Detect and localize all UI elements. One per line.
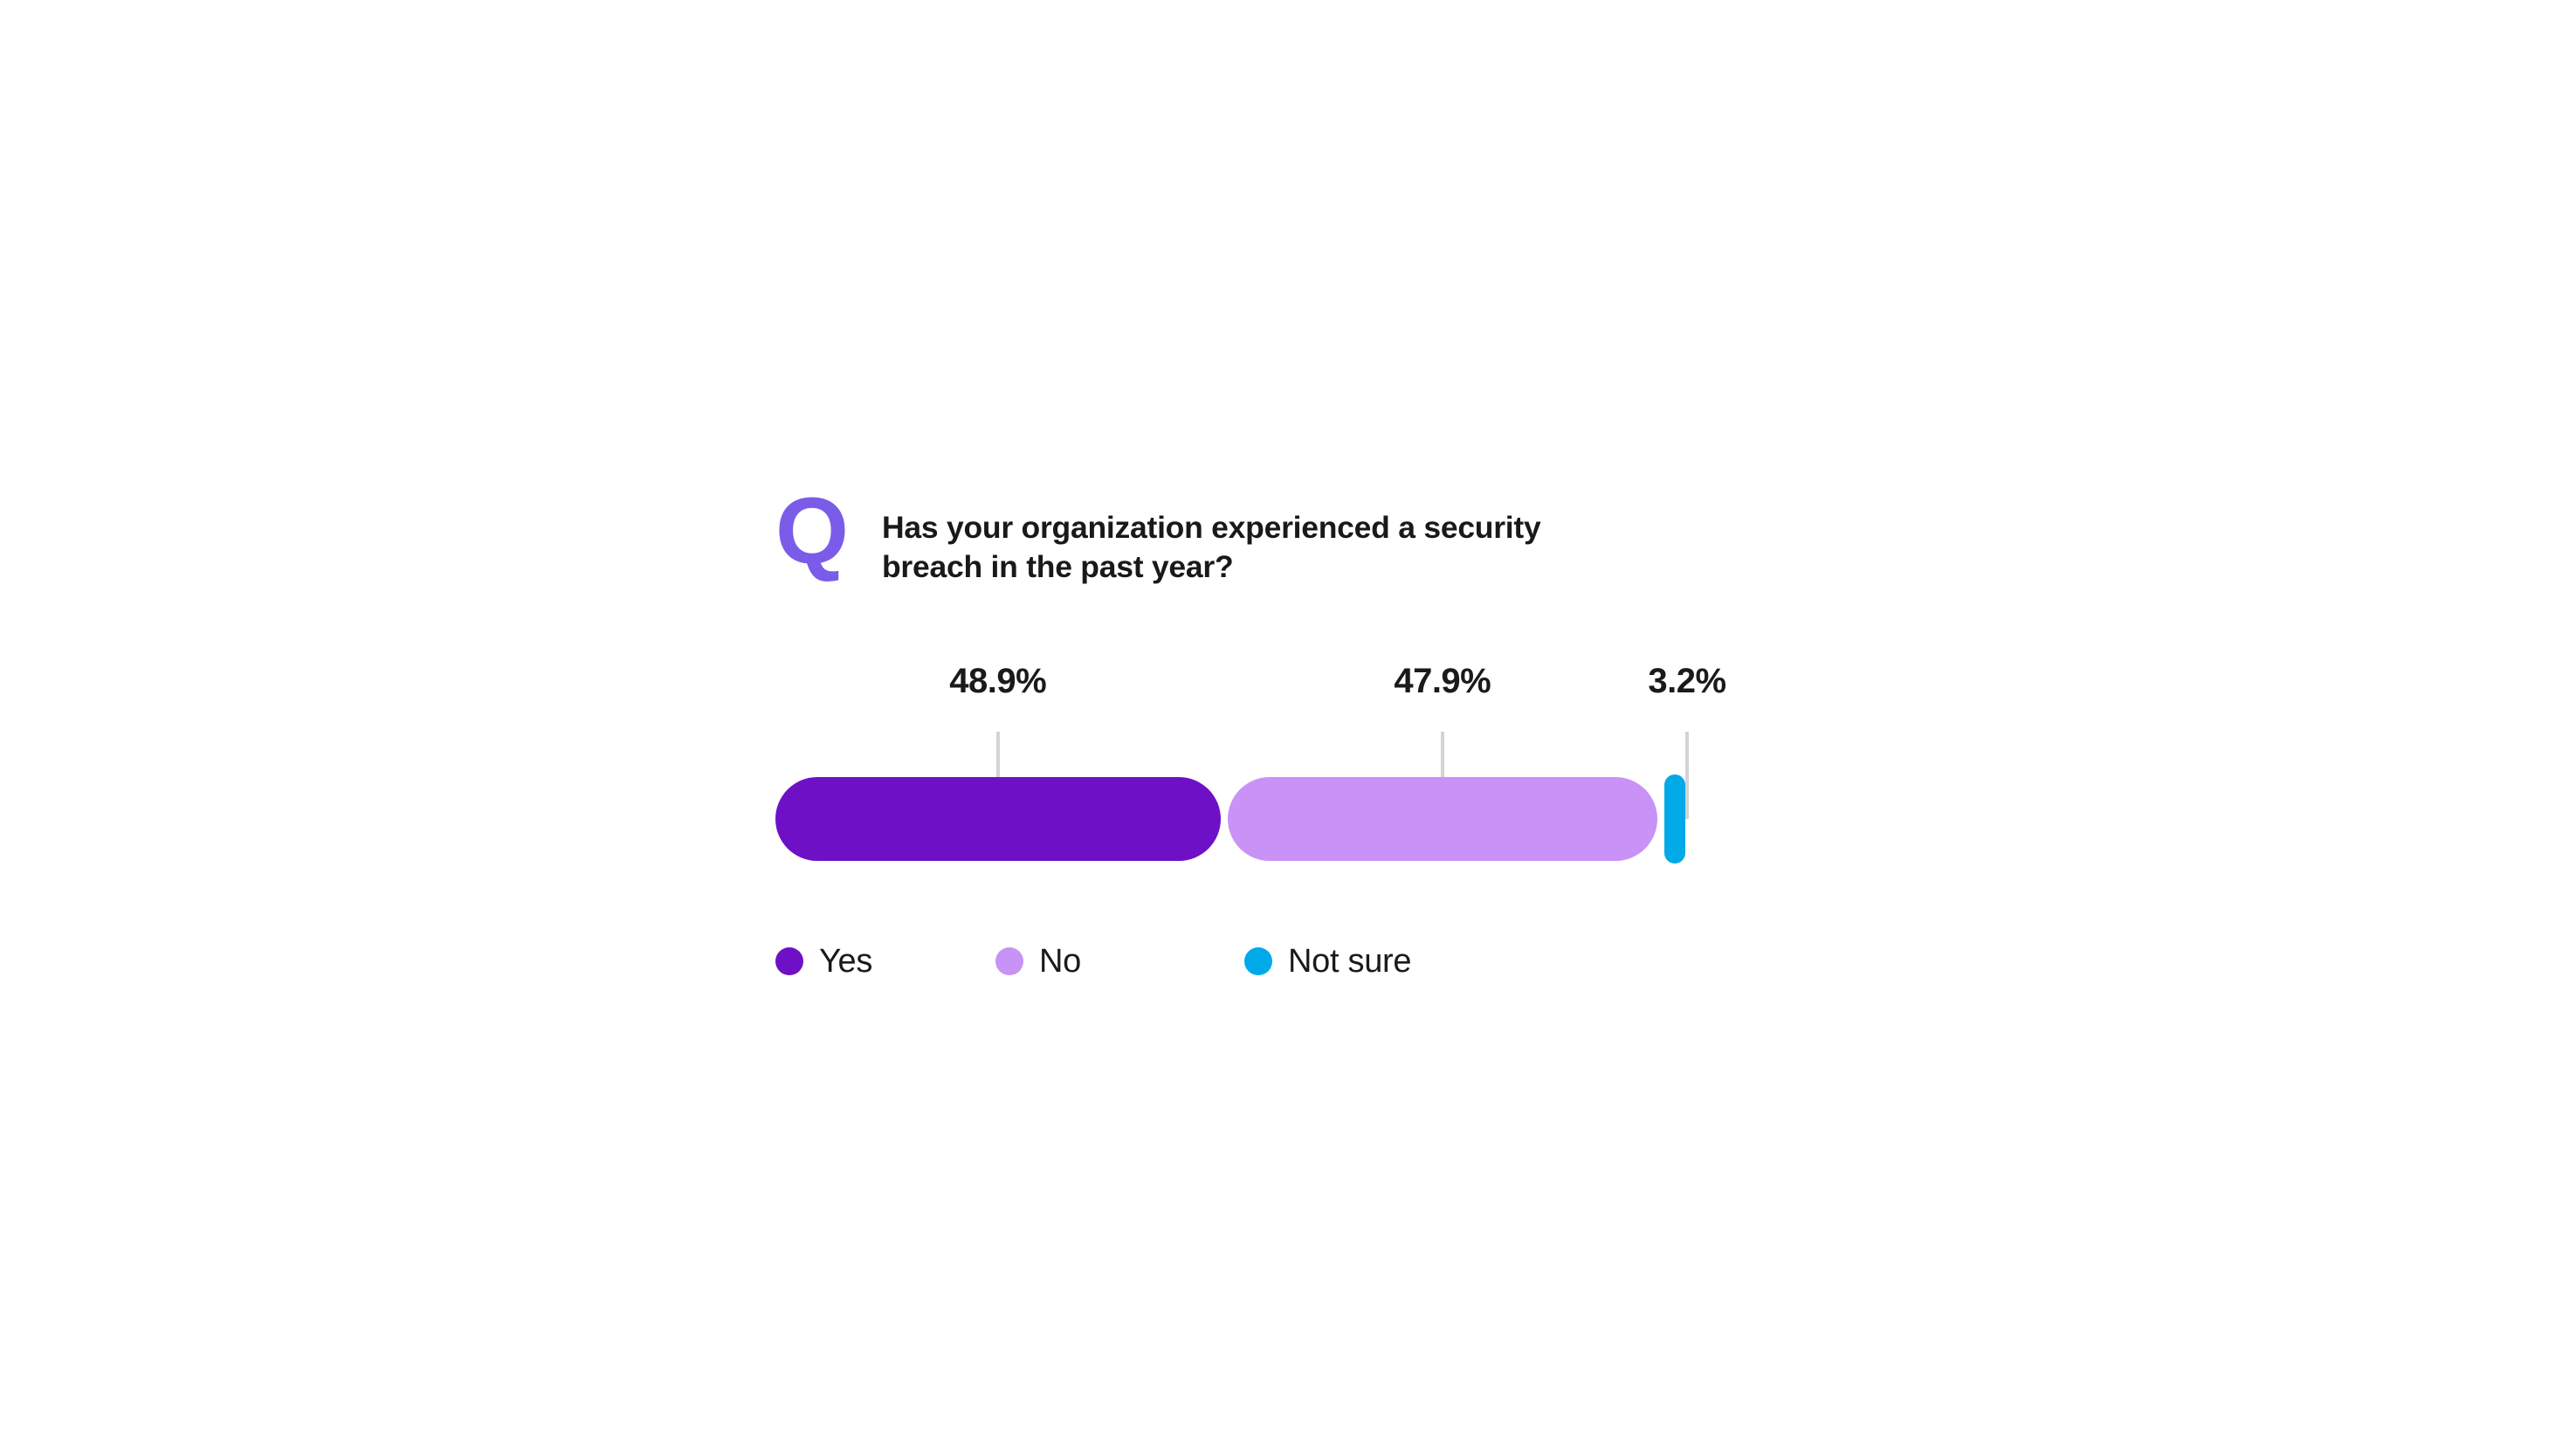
legend-label-no: No xyxy=(1039,943,1081,980)
legend-swatch-yes xyxy=(775,947,803,975)
bar-segment-no[interactable] xyxy=(1227,777,1657,861)
bar-track xyxy=(775,774,1685,864)
value-label-no: 47.9% xyxy=(1394,662,1491,700)
legend-item-no[interactable]: No xyxy=(995,945,1081,978)
bar-segment-yes[interactable] xyxy=(775,777,1221,861)
chart-legend: Yes No Not sure xyxy=(775,943,1474,980)
stacked-bar-chart: 48.9% 47.9% 3.2% xyxy=(775,662,1726,882)
question-block: Q Has your organization experienced a se… xyxy=(775,478,1753,587)
leader-line-not-sure xyxy=(1685,732,1690,819)
question-line-1: Has your organization experienced a secu… xyxy=(882,510,1541,545)
value-label-yes: 48.9% xyxy=(949,662,1047,700)
legend-item-yes[interactable]: Yes xyxy=(775,945,872,978)
legend-label-yes: Yes xyxy=(819,943,873,980)
question-mark-letter: Q xyxy=(775,478,849,583)
value-label-not-sure: 3.2% xyxy=(1648,662,1726,700)
legend-item-not-sure[interactable]: Not sure xyxy=(1244,943,1412,980)
leader-line-yes xyxy=(995,732,1000,819)
question-title: Has your organization experienced a secu… xyxy=(882,494,1541,587)
question-line-2: breach in the past year? xyxy=(882,549,1234,585)
legend-swatch-no xyxy=(995,947,1023,975)
bar-segment-not-sure[interactable] xyxy=(1664,774,1685,864)
leader-line-no xyxy=(1440,732,1444,819)
legend-label-not-sure: Not sure xyxy=(1288,943,1412,980)
legend-swatch-not-sure xyxy=(1244,947,1272,975)
